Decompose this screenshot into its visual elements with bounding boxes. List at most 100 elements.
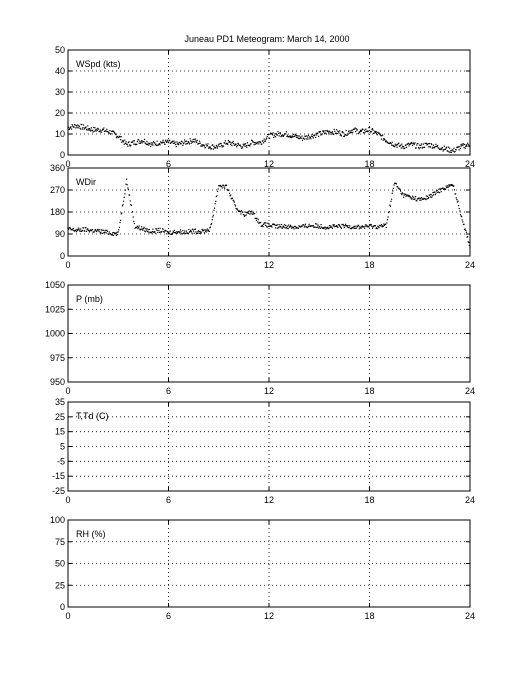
data-point [120,136,122,138]
data-point [133,222,136,225]
data-point [358,132,360,134]
data-point [194,228,197,230]
data-point [221,185,223,187]
data-point [387,216,389,218]
data-point [243,214,245,216]
data-point [249,213,251,215]
data-point [225,143,227,145]
data-point [305,138,307,140]
data-point [87,125,89,127]
data-point [205,231,207,233]
data-point [276,224,278,226]
data-point [77,127,79,129]
data-point [198,232,200,235]
x-tick-label: 12 [264,260,274,270]
data-point [361,225,363,227]
data-point [246,146,248,148]
data-point [283,226,285,228]
data-point [295,226,298,228]
data-point [133,140,136,142]
x-tick-label: 6 [166,159,171,169]
data-point [377,131,379,133]
data-point [346,226,348,228]
data-point [125,183,127,185]
data-point [126,143,128,146]
data-point [312,137,314,139]
data-point [386,219,389,221]
data-point [404,193,406,196]
data-point [181,233,183,235]
data-point [453,185,455,187]
data-point [316,226,319,228]
data-point [315,226,317,229]
data-point [372,129,374,131]
data-point [368,126,371,129]
y-tick-label: 5 [60,442,65,452]
data-point [301,225,303,228]
data-point [83,128,85,130]
data-point [292,136,294,138]
data-point [404,193,406,195]
data-point [422,146,424,148]
data-point [216,195,218,197]
data-point [260,221,262,224]
data-point [104,231,106,233]
data-series [67,178,471,249]
data-point [392,190,394,192]
data-point [430,142,432,145]
data-point [357,224,359,226]
data-point [378,227,380,229]
data-point [458,146,460,148]
data-point [217,188,219,190]
data-point [368,226,370,228]
x-tick-label: 12 [264,386,274,396]
data-point [286,134,289,136]
data-point [438,188,440,190]
data-point [184,230,186,232]
data-point [136,225,138,227]
data-point [220,143,222,145]
data-point [297,137,299,140]
data-point [380,138,383,140]
data-point [143,138,146,140]
data-point [145,229,147,231]
data-point [203,229,205,232]
data-point [223,186,225,188]
data-point [345,129,347,132]
data-point [390,142,392,145]
data-point [182,142,185,145]
data-point [278,226,280,228]
data-point [78,125,80,128]
data-point [242,143,244,145]
data-point [140,141,142,143]
data-point [468,241,470,244]
data-point [371,128,374,130]
data-point [114,133,116,135]
data-point [389,204,391,206]
y-tick-label: 10 [55,129,65,139]
data-point [401,143,403,145]
data-point [319,226,321,228]
data-point [121,205,124,207]
data-point [322,227,325,229]
data-point [137,228,139,230]
data-point [344,134,346,136]
data-point [154,232,156,234]
data-point [187,140,189,143]
data-point [303,224,305,226]
data-point [370,224,372,226]
x-tick-label: 0 [65,260,70,270]
data-point [433,147,435,149]
data-point [393,145,395,147]
data-point [410,198,412,200]
data-point [249,145,251,147]
data-point [228,141,230,143]
data-point [231,197,234,199]
data-point [386,222,388,224]
data-point [227,139,229,142]
data-point [288,224,290,226]
data-point [151,232,153,234]
data-point [125,141,127,143]
data-point [250,143,252,145]
data-point [108,132,110,134]
